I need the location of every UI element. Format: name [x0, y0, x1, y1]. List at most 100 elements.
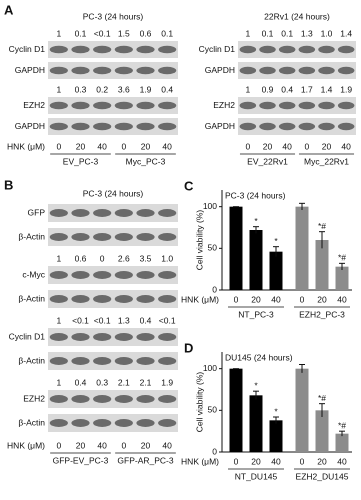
quantification: 1.7 — [301, 84, 313, 94]
quantification: 0.6 — [75, 253, 87, 263]
band — [49, 209, 68, 217]
quantification: 1.4 — [321, 84, 333, 94]
band — [114, 66, 133, 75]
panel-letter: B — [4, 177, 13, 192]
bar — [315, 240, 329, 290]
significance-mark: * — [254, 380, 258, 390]
quantification: 3.6 — [118, 84, 130, 94]
blot-label: Cyclin D1 — [9, 331, 46, 341]
band — [278, 122, 296, 131]
band — [71, 271, 90, 279]
band — [158, 209, 177, 217]
band — [93, 209, 112, 217]
quantification: 1 — [245, 84, 250, 94]
significance-mark: * — [274, 406, 278, 416]
blot-strip — [238, 41, 356, 58]
band — [259, 66, 276, 75]
band — [49, 101, 68, 110]
band — [93, 233, 112, 241]
lane-label: 20 — [141, 440, 151, 450]
band — [278, 101, 296, 110]
group-label: NT_PC-3 — [238, 309, 274, 319]
band — [49, 66, 68, 75]
x-tick-label: 0 — [234, 294, 239, 304]
quantification: 0.4 — [161, 84, 173, 94]
blot-strip — [48, 228, 178, 246]
band — [158, 395, 177, 403]
y-tick-label: 50 — [208, 243, 218, 253]
group-label: GFP-EV_PC-3 — [53, 455, 109, 465]
chart-title: DU145 (24 hours) — [225, 352, 293, 362]
band — [318, 66, 335, 75]
band — [71, 101, 90, 110]
band — [114, 395, 133, 403]
band — [114, 233, 133, 241]
band — [71, 233, 90, 241]
band — [318, 101, 335, 110]
blot-label: β-Actin — [18, 417, 45, 427]
band — [278, 66, 296, 75]
band — [158, 357, 177, 365]
blot-strip — [238, 97, 356, 114]
x-tick-label: 20 — [251, 294, 261, 304]
band — [298, 101, 316, 110]
blot-strip — [48, 41, 178, 58]
quantification: 3.5 — [140, 253, 152, 263]
band — [114, 333, 133, 341]
band — [136, 209, 155, 217]
blot-strip — [238, 62, 356, 79]
x-tick-label: 40 — [337, 294, 347, 304]
quantification: 1 — [245, 28, 250, 38]
band — [71, 333, 90, 341]
band — [318, 45, 335, 54]
band — [337, 101, 355, 110]
band — [136, 333, 155, 341]
panel-letter: D — [184, 340, 193, 355]
blot-label: GFP — [28, 207, 46, 217]
band — [239, 45, 257, 54]
quantification: 2.6 — [118, 253, 130, 263]
blot-label: EZH2 — [23, 393, 45, 403]
bar — [229, 368, 243, 452]
x-tick-label: 40 — [337, 456, 347, 466]
band — [136, 357, 155, 365]
bar — [295, 206, 309, 290]
band — [114, 271, 133, 279]
band — [239, 66, 257, 75]
quantification: 0 — [100, 253, 105, 263]
band — [93, 45, 112, 54]
quantification: 1.9 — [140, 84, 152, 94]
blot-label: GAPDH — [15, 121, 45, 131]
band — [114, 122, 133, 131]
band — [259, 101, 276, 110]
significance-mark: *# — [318, 221, 326, 231]
band — [49, 333, 68, 341]
band — [136, 233, 155, 241]
band — [158, 66, 177, 75]
quantification: <0.1 — [94, 28, 111, 38]
band — [93, 357, 112, 365]
quantification: <0.1 — [72, 315, 89, 325]
band — [93, 101, 112, 110]
band — [158, 233, 177, 241]
band — [114, 419, 133, 427]
quantification: 0.3 — [96, 377, 108, 387]
band — [49, 233, 68, 241]
band — [114, 45, 133, 54]
blot-label: β-Actin — [18, 355, 45, 365]
quantification: 1 — [56, 315, 61, 325]
band — [114, 295, 133, 303]
y-axis-title: Cell viability (%) — [194, 372, 204, 433]
lane-label: 40 — [282, 141, 292, 151]
lane-label: 0 — [121, 440, 126, 450]
band — [158, 333, 177, 341]
band — [93, 66, 112, 75]
quantification: 1.3 — [118, 315, 130, 325]
quantification: 2.1 — [118, 377, 130, 387]
blot-label: GAPDH — [15, 65, 45, 75]
lane-label: 0 — [304, 141, 309, 151]
quantification: 1.0 — [161, 253, 173, 263]
lane-label: 0 — [245, 141, 250, 151]
blot-label: EZH2 — [23, 100, 45, 110]
x-axis-title: HNK (μM) — [181, 456, 219, 466]
